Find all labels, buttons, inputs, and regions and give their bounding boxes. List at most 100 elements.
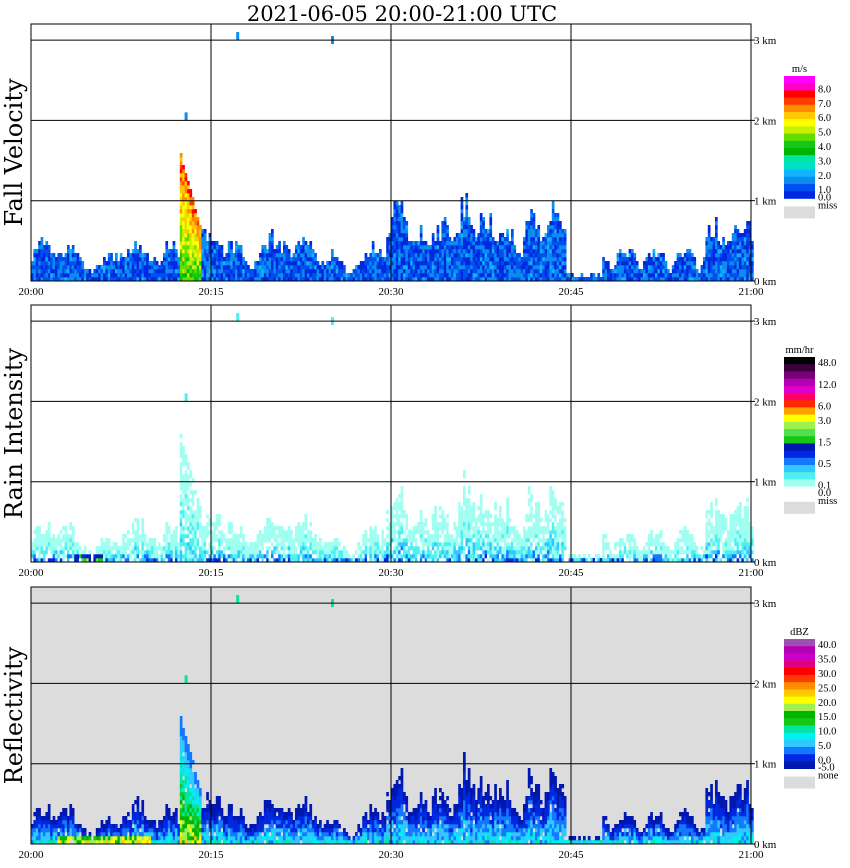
echo-cell	[187, 237, 190, 242]
echo-cell	[259, 554, 262, 559]
echo-cell	[88, 558, 92, 563]
echo-cell	[407, 245, 411, 250]
echo-cell	[539, 257, 543, 262]
echo-cell	[621, 546, 625, 551]
echo-cell	[451, 530, 454, 535]
echo-cell	[81, 558, 85, 563]
echo-cell	[136, 253, 140, 258]
echo-cell	[443, 518, 447, 523]
echo-cell	[496, 558, 500, 563]
echo-cell	[513, 253, 517, 258]
echo-cell	[131, 526, 135, 531]
echo-cell	[407, 257, 411, 262]
echo-cell	[652, 277, 656, 282]
echo-cell	[508, 245, 512, 250]
echo-cell	[506, 502, 509, 507]
echo-cell	[674, 269, 677, 274]
echo-cell	[707, 269, 711, 274]
echo-cell	[527, 225, 531, 230]
echo-cell	[479, 273, 483, 278]
echo-cell	[215, 269, 219, 274]
echo-cell	[467, 550, 471, 555]
echo-cell	[465, 213, 469, 218]
echo-cell	[655, 265, 658, 270]
echo-cell	[43, 550, 46, 555]
echo-cell	[309, 530, 313, 535]
echo-cell	[189, 538, 193, 543]
echo-cell	[479, 245, 483, 250]
echo-cell	[712, 265, 716, 270]
echo-cell	[676, 269, 680, 274]
echo-cell	[194, 514, 197, 519]
echo-cell	[220, 558, 224, 563]
echo-cell	[715, 237, 718, 242]
echo-cell	[357, 546, 361, 551]
echo-cell	[124, 261, 128, 266]
echo-cell	[549, 490, 553, 495]
echo-cell	[703, 269, 706, 274]
echo-cell	[261, 534, 265, 539]
echo-cell	[439, 265, 442, 270]
echo-cell	[297, 554, 301, 559]
echo-cell	[40, 558, 44, 563]
echo-cell	[38, 546, 41, 551]
echo-cell	[247, 558, 250, 563]
echo-cell	[208, 522, 212, 527]
echo-cell	[259, 277, 262, 282]
echo-cell	[199, 550, 202, 555]
echo-cell	[50, 265, 53, 270]
echo-cell	[479, 546, 483, 551]
echo-cell	[43, 542, 46, 547]
echo-cell	[364, 261, 368, 266]
echo-cell	[55, 265, 58, 270]
echo-cell	[213, 542, 217, 547]
echo-cell	[602, 261, 605, 266]
echo-cell	[129, 558, 133, 563]
echo-cell	[201, 530, 205, 535]
echo-cell	[395, 538, 399, 543]
echo-cell	[403, 225, 406, 230]
echo-cell	[527, 526, 531, 531]
echo-cell	[131, 554, 135, 559]
legend-swatch	[784, 155, 815, 163]
echo-cell	[434, 261, 437, 266]
echo-cell	[707, 237, 711, 242]
echo-cell	[184, 478, 188, 483]
echo-cell	[122, 273, 125, 278]
echo-cell	[211, 253, 214, 258]
echo-cell	[179, 273, 183, 278]
echo-cell	[443, 229, 447, 234]
echo-cell	[556, 526, 560, 531]
echo-cell	[359, 550, 363, 555]
echo-cell	[131, 273, 135, 278]
echo-cell	[45, 530, 49, 535]
echo-cell	[645, 277, 649, 282]
echo-cell	[470, 538, 473, 543]
echo-cell	[446, 514, 449, 519]
echo-cell	[518, 546, 521, 551]
echo-cell	[196, 217, 200, 222]
echo-cell	[731, 269, 735, 274]
echo-cell	[134, 265, 137, 270]
echo-cell	[731, 237, 735, 242]
echo-cell	[254, 277, 257, 282]
echo-cell	[266, 522, 269, 527]
echo-cell	[287, 257, 291, 262]
echo-cell	[191, 482, 195, 487]
echo-cell	[55, 261, 58, 266]
echo-cell	[369, 526, 373, 531]
echo-cell	[254, 550, 257, 555]
echo-cell	[268, 554, 272, 559]
echo-cell	[626, 554, 629, 559]
echo-cell	[182, 482, 185, 487]
echo-cell	[316, 269, 320, 274]
echo-cell	[542, 554, 545, 559]
echo-cell	[388, 241, 392, 246]
echo-cell	[616, 273, 620, 278]
echo-cell	[227, 534, 231, 539]
echo-cell	[292, 273, 296, 278]
echo-cell	[266, 542, 269, 547]
echo-cell	[506, 265, 509, 270]
echo-cell	[391, 530, 394, 535]
echo-cell	[736, 229, 740, 234]
